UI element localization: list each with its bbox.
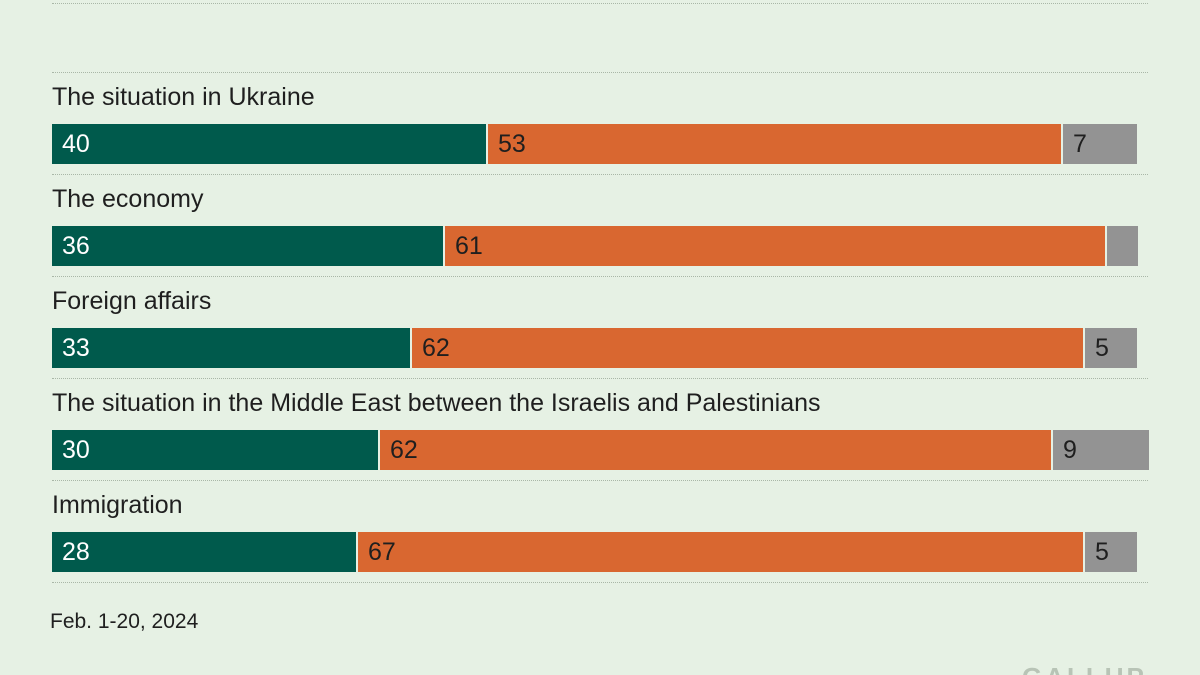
row-divider (52, 582, 1148, 583)
date-footnote: Feb. 1-20, 2024 (50, 610, 199, 633)
no-opinion-segment: 9 (1051, 430, 1149, 470)
disapprove-segment: 62 (410, 328, 1083, 368)
gallup-logo: GALLUP (1022, 664, 1152, 675)
approve-segment: 30 (52, 430, 378, 470)
disapprove-segment: 62 (378, 430, 1051, 470)
bar-row: 30 62 9 (52, 430, 1149, 470)
approve-segment: 28 (52, 532, 356, 572)
row-divider (52, 174, 1148, 175)
approve-segment: 33 (52, 328, 410, 368)
top-divider (52, 72, 1148, 73)
category-label: The situation in the Middle East between… (52, 389, 821, 417)
row-divider (52, 480, 1148, 481)
disapprove-segment: 61 (443, 226, 1105, 266)
bar-row: 33 62 5 (52, 328, 1137, 368)
approve-segment: 40 (52, 124, 486, 164)
category-label: The situation in Ukraine (52, 83, 315, 111)
approve-segment: 36 (52, 226, 443, 266)
disapprove-segment: 67 (356, 532, 1083, 572)
row-divider (52, 276, 1148, 277)
no-opinion-segment: 5 (1083, 532, 1137, 572)
no-opinion-segment (1105, 226, 1138, 266)
bar-row: 40 53 7 (52, 124, 1137, 164)
top-divider (52, 3, 1148, 4)
category-label: Foreign affairs (52, 287, 212, 315)
no-opinion-segment: 7 (1061, 124, 1137, 164)
category-label: Immigration (52, 491, 183, 519)
bar-row: 36 61 (52, 226, 1138, 266)
no-opinion-segment: 5 (1083, 328, 1137, 368)
category-label: The economy (52, 185, 204, 213)
disapprove-segment: 53 (486, 124, 1061, 164)
row-divider (52, 378, 1148, 379)
bar-row: 28 67 5 (52, 532, 1137, 572)
